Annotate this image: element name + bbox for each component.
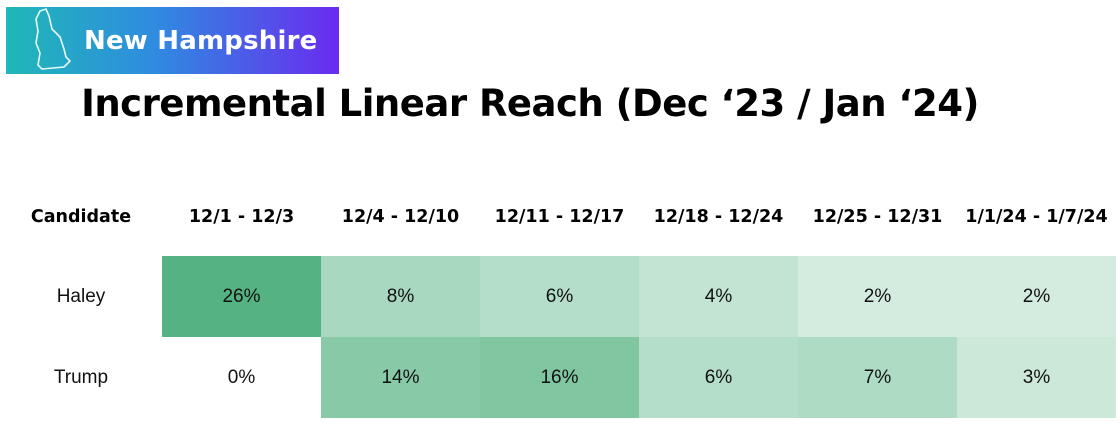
heatmap-cell: 16% <box>480 337 639 418</box>
state-name: New Hampshire <box>84 25 318 56</box>
heatmap-cell: 8% <box>321 256 480 337</box>
heatmap-cell: 0% <box>227 366 256 388</box>
candidate-name: Haley <box>56 285 106 307</box>
heatmap-cell: 7% <box>798 337 957 418</box>
heatmap-cell: 2% <box>798 256 957 337</box>
table-row: Haley 26% 8% 6% 4% 2% 2% <box>0 256 1116 337</box>
heatmap-cell: 6% <box>639 337 798 418</box>
heatmap-cell: 4% <box>639 256 798 337</box>
table-row: Trump 0% 14% 16% 6% 7% 3% <box>0 337 1116 418</box>
column-header: 12/18 - 12/24 <box>653 207 784 227</box>
heatmap-cell: 2% <box>957 256 1116 337</box>
heatmap-cell: 3% <box>957 337 1116 418</box>
column-header: 12/25 - 12/31 <box>812 207 943 227</box>
heatmap-cell: 6% <box>480 256 639 337</box>
new-hampshire-state-outline-icon <box>35 8 71 70</box>
header-row: Candidate 12/1 - 12/3 12/4 - 12/10 12/11 -… <box>0 195 1116 239</box>
column-header: 1/1/24 - 1/7/24 <box>965 207 1108 227</box>
column-header: 12/11 - 12/17 <box>494 207 625 227</box>
column-header: 12/4 - 12/10 <box>341 207 460 227</box>
heatmap-cell: 26% <box>162 256 321 337</box>
column-header: 12/1 - 12/3 <box>188 207 295 227</box>
heatmap-cell: 14% <box>321 337 480 418</box>
chart-title: Incremental Linear Reach (Dec ‘23 / Jan … <box>81 82 979 125</box>
candidate-name: Trump <box>53 366 109 388</box>
row-header-label: Candidate <box>30 207 132 227</box>
state-badge: New Hampshire <box>6 7 339 74</box>
